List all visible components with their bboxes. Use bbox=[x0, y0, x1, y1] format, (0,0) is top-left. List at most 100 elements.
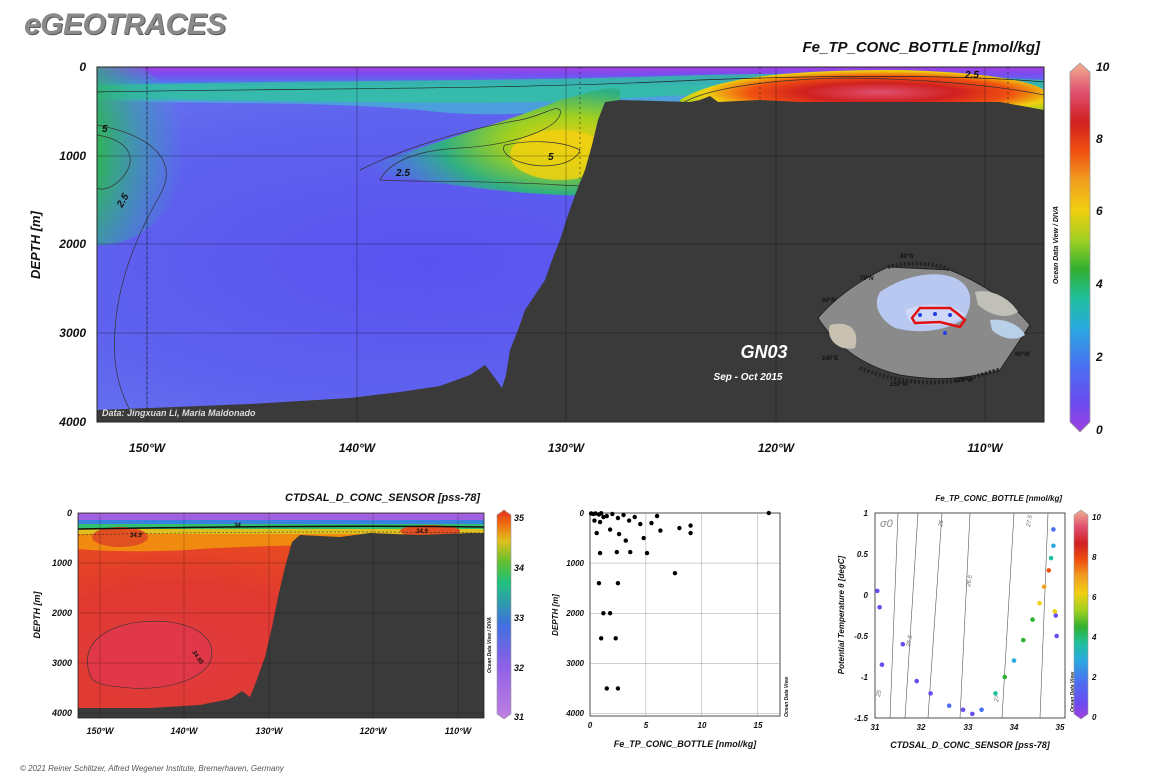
odv-side-label: Ocean Data View bbox=[784, 676, 790, 717]
x-tick-label: 34 bbox=[1010, 723, 1019, 732]
data-point bbox=[604, 513, 609, 519]
data-point bbox=[979, 707, 984, 713]
data-point bbox=[613, 636, 618, 641]
colorbar-tick: 0 bbox=[1092, 713, 1097, 722]
data-point bbox=[604, 686, 609, 691]
data-point bbox=[900, 641, 906, 647]
contour-label: 5 bbox=[548, 152, 554, 163]
colorbar-tick: 31 bbox=[514, 712, 524, 722]
x-tick-label: 120°W bbox=[359, 726, 388, 736]
x-tick-label: 140°W bbox=[170, 726, 199, 736]
ts-x-axis-label: CTDSAL_D_CONC_SENSOR [pss-78] bbox=[890, 740, 1051, 750]
cruise-name: GN03 bbox=[740, 342, 787, 362]
fe-colorbar bbox=[1069, 62, 1091, 433]
contour-label: 34 bbox=[234, 523, 241, 529]
data-point bbox=[688, 523, 693, 528]
data-point bbox=[1048, 555, 1054, 561]
salinity-colorbar bbox=[496, 509, 512, 720]
data-point bbox=[658, 528, 663, 533]
data-point bbox=[654, 513, 660, 519]
x-tick-label: 0 bbox=[588, 721, 593, 730]
data-point bbox=[946, 703, 952, 708]
contour-label: 2.5 bbox=[395, 168, 410, 179]
colorbar-tick: 6 bbox=[1096, 204, 1103, 218]
isopycnal-line bbox=[889, 512, 899, 719]
odv-side-label: Ocean Data View / DIVA bbox=[1053, 206, 1060, 284]
inset-map-label: 140°E bbox=[822, 356, 839, 362]
isopycnal-label: 26 bbox=[938, 519, 945, 528]
data-point bbox=[766, 510, 772, 516]
data-point bbox=[1046, 568, 1052, 573]
inset-map-label: 150°W bbox=[890, 382, 909, 388]
inset-map-label: 60°W bbox=[1015, 352, 1031, 358]
y-tick-label: 2000 bbox=[565, 609, 584, 618]
colorbar-tick: 4 bbox=[1095, 277, 1103, 291]
y-tick-label: 1000 bbox=[59, 149, 86, 163]
y-tick-label: 4000 bbox=[565, 709, 584, 718]
data-point bbox=[644, 550, 650, 556]
data-point bbox=[1052, 609, 1058, 614]
data-point bbox=[601, 514, 606, 520]
data-point bbox=[621, 512, 626, 518]
y-tick-label: 4000 bbox=[58, 415, 86, 429]
colorbar-tick: 0 bbox=[1096, 423, 1103, 437]
copyright-footer: © 2021 Reiner Schlitzer, Alfred Wegener … bbox=[20, 764, 284, 773]
ts-y-axis-label: Potential Temperature θ [degC] bbox=[837, 555, 846, 674]
data-point bbox=[877, 605, 882, 610]
fe-depth-y-axis-label: DEPTH [m] bbox=[551, 594, 560, 636]
data-point bbox=[875, 588, 880, 594]
data-point bbox=[677, 525, 682, 531]
odv-side-label: Ocean Data View bbox=[1070, 671, 1076, 712]
y-tick-label: 0 bbox=[79, 60, 86, 74]
x-tick-label: 5 bbox=[644, 721, 649, 730]
data-point bbox=[607, 527, 613, 532]
isopycnal-line bbox=[1039, 512, 1049, 719]
y-tick-label: -1 bbox=[861, 673, 869, 682]
x-tick-label: 120°W bbox=[758, 441, 796, 455]
y-tick-label: 0 bbox=[580, 509, 585, 518]
data-point bbox=[597, 550, 603, 556]
data-point bbox=[1011, 658, 1017, 663]
y-tick-label: 3000 bbox=[566, 659, 584, 668]
inset-map: 80°N 70°N 60°N 150°W 120°W 60°W 140°E bbox=[817, 254, 1031, 388]
ts-diagram-chart: 25 25.5 26 26.5 27 27.5 σ0 Fe_TP_CONC_BO… bbox=[837, 494, 1101, 750]
data-point bbox=[598, 636, 604, 641]
main-y-axis-label: DEPTH [m] bbox=[28, 210, 43, 279]
data-point bbox=[1041, 584, 1047, 590]
data-point bbox=[672, 570, 678, 576]
data-point bbox=[628, 549, 633, 555]
salinity-section-chart: 34.9 34 34.9 34.95 CTDSAL_D_CONC_SENSOR … bbox=[32, 492, 525, 736]
odv-side-label: Ocean Data View / DIVA bbox=[487, 617, 493, 673]
contour-label: 34.9 bbox=[130, 533, 142, 539]
y-tick-label: 3000 bbox=[59, 326, 86, 340]
ts-chart-title: Fe_TP_CONC_BOTTLE [nmol/kg] bbox=[935, 494, 1062, 503]
colorbar-tick: 34 bbox=[514, 563, 524, 573]
data-point bbox=[632, 514, 637, 520]
ts-colorbar bbox=[1073, 509, 1089, 720]
data-point bbox=[623, 538, 628, 543]
isopycnal-line bbox=[927, 512, 943, 719]
data-point bbox=[596, 580, 602, 586]
isopycnal-label: 27.5 bbox=[1026, 514, 1034, 528]
contour-label: 5 bbox=[102, 124, 108, 135]
data-point bbox=[614, 549, 620, 555]
inset-map-label: 80°N bbox=[900, 254, 914, 260]
data-point bbox=[615, 580, 621, 586]
fe-depth-scatter-chart: 0 1000 2000 3000 4000 0 5 10 15 Fe_TP_CO… bbox=[551, 509, 790, 749]
inset-map-label: 120°W bbox=[955, 378, 974, 384]
x-tick-label: 130°W bbox=[255, 726, 284, 736]
data-point bbox=[601, 611, 606, 616]
x-tick-label: 150°W bbox=[86, 726, 115, 736]
isopycnal-line bbox=[959, 512, 971, 719]
contour-label: 34.9 bbox=[416, 529, 428, 535]
colorbar-tick: 2 bbox=[1095, 350, 1103, 364]
data-point bbox=[960, 707, 966, 713]
colorbar-tick: 6 bbox=[1092, 593, 1097, 602]
y-tick-label: 0.5 bbox=[857, 550, 869, 559]
data-point bbox=[1030, 617, 1035, 622]
colorbar-tick: 2 bbox=[1091, 673, 1097, 682]
y-tick-label: 0 bbox=[864, 591, 869, 600]
data-point bbox=[615, 686, 621, 691]
colorbar-tick: 8 bbox=[1096, 132, 1103, 146]
data-point bbox=[1051, 543, 1056, 549]
